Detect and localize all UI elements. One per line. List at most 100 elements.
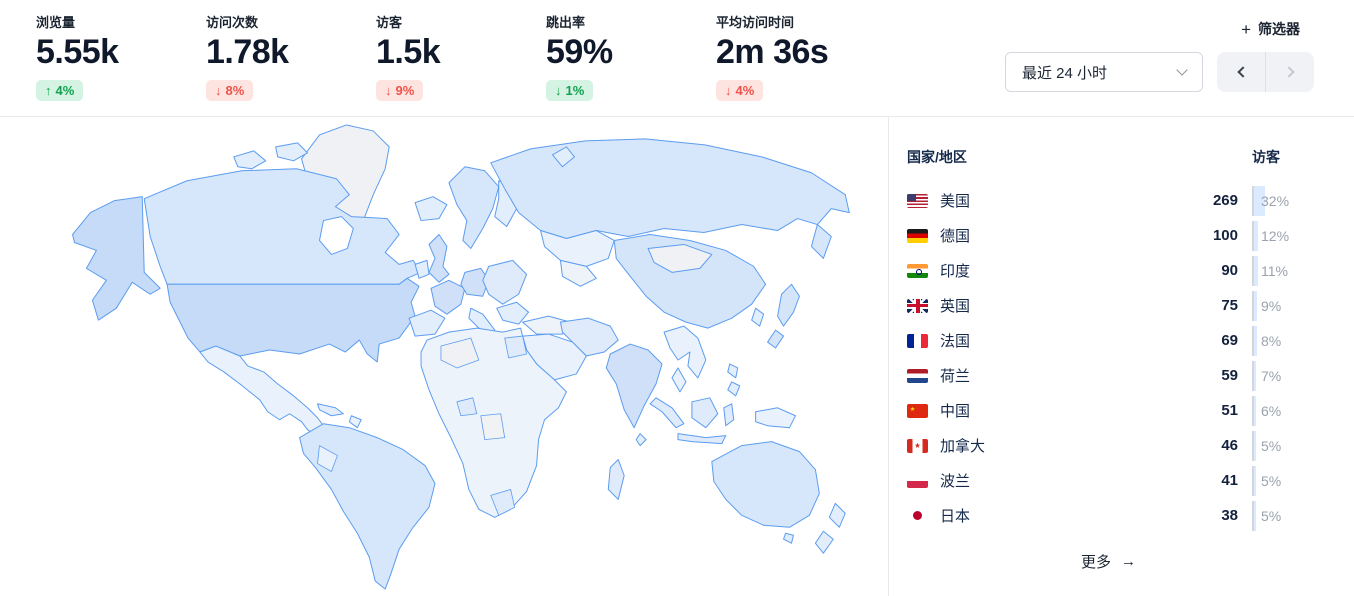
percent-bar (1254, 430, 1256, 461)
country-visitors: 51 (1221, 402, 1238, 419)
stat-value: 1.78k (206, 33, 289, 71)
map-region-europe[interactable] (408, 166, 571, 347)
flag-cn-icon (907, 403, 928, 418)
controls-row: 最近 24 小时 (1005, 52, 1314, 92)
country-percent-cell: 6% (1252, 395, 1310, 426)
flag-ca-icon (907, 438, 928, 453)
country-visitors: 41 (1221, 472, 1238, 489)
country-name: 荷兰 (940, 368, 971, 385)
trend-arrow-icon: ↓ (215, 83, 222, 99)
country-name: 印度 (940, 263, 971, 280)
country-row[interactable]: 德国 100 12% (907, 218, 1310, 253)
map-region-east-asia[interactable] (613, 234, 800, 349)
country-percent: 5% (1261, 437, 1282, 454)
stat-value: 1.5k (376, 33, 441, 71)
stat-card[interactable]: 平均访问时间 2m 36s ↓ 4% (716, 12, 886, 102)
country-name: 日本 (940, 508, 971, 525)
country-name: 美国 (940, 193, 971, 210)
stat-label: 跳出率 (546, 15, 586, 30)
percent-bar (1254, 360, 1256, 391)
prev-period-button[interactable] (1217, 52, 1265, 92)
country-visitors: 75 (1221, 297, 1238, 314)
main-content: 国家/地区 访客 美国 269 32% 德国 100 12% 印度 90 11%… (0, 117, 1354, 596)
map-region-middle-east[interactable] (522, 317, 619, 381)
country-visitors: 90 (1221, 262, 1238, 279)
countries-panel-header: 国家/地区 访客 (907, 147, 1310, 167)
percent-bar (1254, 255, 1258, 286)
stat-change-value: 9% (395, 83, 415, 99)
trend-arrow-icon: ↓ (385, 83, 392, 99)
stat-change-value: 1% (565, 83, 585, 99)
flag-pl-icon (907, 473, 928, 488)
stat-value: 2m 36s (716, 33, 829, 71)
next-period-button[interactable] (1266, 52, 1314, 92)
stat-change-value: 8% (225, 83, 245, 99)
country-row[interactable]: 波兰 41 5% (907, 463, 1310, 498)
stat-card[interactable]: 访问次数 1.78k ↓ 8% (206, 12, 376, 102)
world-map[interactable] (2, 117, 860, 594)
country-row[interactable]: 中国 51 6% (907, 393, 1310, 428)
countries-panel: 国家/地区 访客 美国 269 32% 德国 100 12% 印度 90 11%… (888, 117, 1354, 596)
top-stats-bar: 浏览量 5.55k ↑ 4% 访问次数 1.78k ↓ 8% 访客 1.5k ↓… (0, 0, 1354, 117)
country-percent: 8% (1261, 332, 1282, 349)
stat-card[interactable]: 跳出率 59% ↓ 1% (546, 12, 716, 102)
date-range-select[interactable]: 最近 24 小时 (1005, 52, 1203, 92)
country-percent-cell: 12% (1252, 220, 1310, 251)
map-region-india[interactable] (605, 343, 663, 447)
stat-card[interactable]: 浏览量 5.55k ↑ 4% (36, 12, 206, 102)
stat-card[interactable]: 访客 1.5k ↓ 9% (376, 12, 546, 102)
country-row[interactable]: 荷兰 59 7% (907, 358, 1310, 393)
country-percent: 12% (1261, 227, 1290, 244)
stat-change-value: 4% (735, 83, 755, 99)
map-region-africa[interactable] (420, 327, 625, 518)
map-region-oceania[interactable] (711, 441, 846, 554)
country-visitors: 38 (1221, 507, 1238, 524)
add-filter-button[interactable]: + 筛选器 (1241, 19, 1300, 39)
percent-bar (1254, 325, 1257, 356)
map-region-north-america[interactable] (72, 142, 422, 443)
country-percent-cell: 5% (1252, 500, 1310, 531)
more-link[interactable]: 更多 → (907, 551, 1310, 572)
flag-in-icon (907, 263, 928, 278)
country-row[interactable]: 印度 90 11% (907, 253, 1310, 288)
country-percent-cell: 9% (1252, 290, 1310, 321)
country-percent-cell: 32% (1252, 185, 1310, 216)
country-rows: 美国 269 32% 德国 100 12% 印度 90 11% 英国 75 9% (907, 183, 1310, 533)
country-row[interactable]: 法国 69 8% (907, 323, 1310, 358)
trend-arrow-icon: ↑ (45, 83, 52, 99)
flag-us-icon (907, 193, 928, 208)
stat-change-value: 4% (55, 83, 75, 99)
country-percent: 5% (1261, 507, 1282, 524)
stat-change-badge: ↓ 4% (716, 80, 764, 102)
country-row[interactable]: 日本 38 5% (907, 498, 1310, 533)
map-region-russia-central-asia[interactable] (490, 138, 850, 287)
percent-bar (1254, 220, 1258, 251)
chevron-down-icon (1176, 64, 1188, 76)
country-row[interactable]: 英国 75 9% (907, 288, 1310, 323)
country-percent: 32% (1261, 192, 1290, 209)
stat-label: 访问次数 (206, 15, 259, 30)
percent-bar (1254, 465, 1256, 496)
stat-value: 5.55k (36, 33, 119, 71)
country-percent-cell: 5% (1252, 465, 1310, 496)
country-visitors: 59 (1221, 367, 1238, 384)
country-column-header: 国家/地区 (907, 149, 967, 165)
map-region-southeast-asia[interactable] (649, 325, 796, 445)
country-percent-cell: 5% (1252, 430, 1310, 461)
map-region-south-america[interactable] (299, 423, 436, 590)
country-percent: 6% (1261, 402, 1282, 419)
trend-arrow-icon: ↓ (555, 83, 562, 99)
plus-icon: + (1241, 19, 1251, 39)
filter-label: 筛选器 (1258, 21, 1300, 37)
country-visitors: 100 (1212, 227, 1238, 244)
map-area (0, 117, 888, 596)
country-row[interactable]: 美国 269 32% (907, 183, 1310, 218)
flag-de-icon (907, 228, 928, 243)
country-percent: 9% (1261, 297, 1282, 314)
country-name: 法国 (940, 333, 971, 350)
country-percent-cell: 11% (1252, 255, 1310, 286)
country-percent-cell: 8% (1252, 325, 1310, 356)
stats-row: 浏览量 5.55k ↑ 4% 访问次数 1.78k ↓ 8% 访客 1.5k ↓… (36, 12, 886, 102)
stat-change-badge: ↓ 1% (546, 80, 594, 102)
country-row[interactable]: 加拿大 46 5% (907, 428, 1310, 463)
